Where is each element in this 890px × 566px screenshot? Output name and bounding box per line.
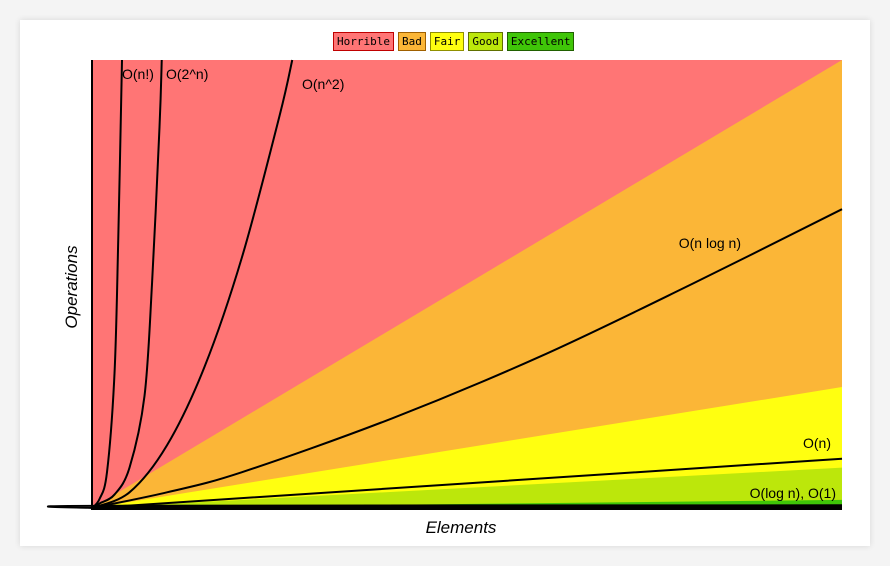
legend-item-bad: Bad: [397, 32, 426, 51]
region-bad: [92, 60, 842, 508]
series-label: O(2^n): [166, 66, 208, 82]
series-label: O(n): [803, 435, 831, 451]
series-line-1: [91, 59, 163, 509]
region-good: [92, 467, 842, 508]
legend: Horrible Bad Fair Good Excellent: [333, 32, 575, 51]
series-label: O(log n), O(1): [750, 485, 836, 501]
series-label: O(n!): [122, 66, 154, 82]
series-line-4: [91, 457, 843, 509]
legend-item-good: Good: [468, 32, 503, 51]
series-line-5: [46, 504, 843, 509]
legend-item-fair: Fair: [429, 32, 465, 51]
series-label: O(n log n): [679, 235, 741, 251]
series-line-3: [91, 208, 843, 509]
legend-item-excellent: Excellent: [506, 32, 575, 51]
series-label: O(n^2): [302, 76, 344, 92]
legend-item-horrible: Horrible: [333, 32, 394, 51]
series-line-2: [91, 59, 294, 509]
x-axis-label: Elements: [426, 518, 497, 537]
series-line-0: [91, 59, 123, 509]
y-axis-label: Operations: [62, 245, 81, 329]
